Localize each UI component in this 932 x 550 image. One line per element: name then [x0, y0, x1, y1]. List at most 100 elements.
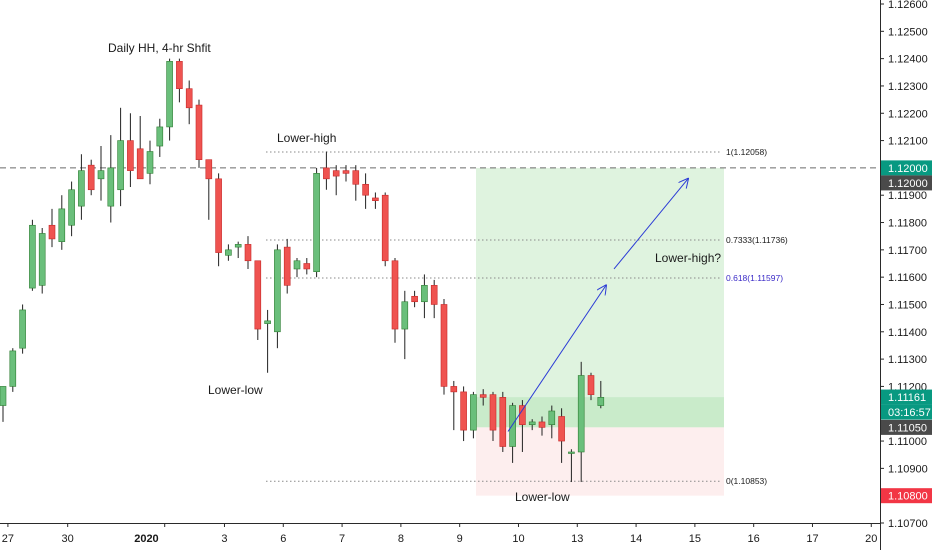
annotation-lower-low-left: Lower-low — [208, 383, 263, 397]
countdown-badge-label: 03:16:57 — [888, 407, 931, 419]
price-axis[interactable]: 1.12600 1.12500 1.12400 1.12300 1.12200 1.121… — [880, 0, 932, 550]
candle-body-down — [558, 416, 565, 442]
candle-body-up — [117, 140, 124, 191]
fib-level-label: 1(1.12058) — [726, 147, 767, 157]
time-tick-label: 27 — [2, 533, 14, 545]
candle-body-down — [185, 88, 193, 109]
price-tick-label: 1.10900 — [888, 463, 928, 475]
candle-body-down — [136, 148, 144, 180]
time-tick-label: 17 — [806, 533, 818, 545]
candle-body-up — [264, 320, 271, 324]
candle-body-up — [421, 285, 428, 303]
price-axis-background[interactable] — [880, 0, 932, 550]
price-tick-label: 1.11800 — [888, 218, 927, 230]
candle-body-up — [234, 244, 242, 248]
price-badge — [881, 419, 932, 435]
price-tick-label: 1.11000 — [888, 436, 927, 448]
candle-body-down — [303, 263, 311, 270]
candle-body-down — [127, 140, 134, 171]
candle-body-down — [381, 194, 389, 262]
price-tick-label: 1.12600 — [888, 0, 928, 11]
profit-zone — [476, 167, 724, 398]
candle-body-up — [401, 301, 409, 330]
projection-arrow-1 — [507, 285, 606, 432]
price-tick-label: 1.11600 — [888, 272, 927, 284]
time-tick-label: 16 — [748, 533, 760, 545]
price-badge-label: 1.11161 — [888, 392, 926, 404]
candle-body-down — [342, 170, 350, 174]
chart-annotations: Daily HH, 4-hr Shfit Lower-high Lower-low L… — [108, 41, 721, 504]
candle-body-up — [78, 170, 85, 207]
time-tick-label: 20 — [865, 533, 877, 545]
candle-body-up — [156, 126, 164, 147]
time-tick-label: 2020 — [134, 533, 158, 545]
candlesticks — [0, 58, 605, 483]
candle-body-up — [29, 224, 36, 289]
time-tick-label: 6 — [280, 533, 286, 545]
time-axis[interactable]: 27 30 2020 3 6 7 8 9 10 13 14 15 16 17 20 — [0, 523, 880, 550]
candle-body-down — [215, 178, 222, 253]
candle-body-down — [489, 394, 497, 431]
price-badge — [881, 175, 932, 191]
candle-body-up — [9, 350, 17, 387]
loss-zone — [476, 427, 724, 496]
position-zones — [476, 167, 724, 496]
fib-level-label: 0.7333(1.11736) — [726, 235, 788, 245]
projection-arrows — [507, 179, 688, 432]
candle-body-down — [48, 224, 56, 240]
annotation-lower-low-right: Lower-low — [515, 490, 570, 504]
candle-body-down — [244, 244, 252, 262]
price-badge-label: 1.12000 — [888, 163, 928, 175]
annotation-lower-high: Lower-high — [277, 131, 336, 145]
candle-body-down — [430, 285, 438, 305]
candle-body-down — [283, 246, 291, 286]
price-badge-label: 1.10800 — [888, 491, 928, 503]
price-tick-label: 1.11900 — [888, 190, 927, 202]
candle-body-down — [176, 61, 183, 89]
candle-body-up — [146, 151, 154, 174]
time-tick-label: 15 — [689, 533, 701, 545]
candle-body-up — [597, 397, 605, 406]
candle-body-up — [107, 167, 115, 207]
candle-body-down — [411, 295, 418, 303]
time-tick-label: 14 — [630, 533, 642, 545]
candle-body-up — [509, 405, 516, 447]
price-tick-label: 1.11500 — [888, 299, 927, 311]
price-tick-label: 1.11700 — [888, 245, 927, 257]
candle-body-up — [313, 173, 320, 272]
candle-body-down — [391, 260, 399, 330]
candle-body-down — [372, 197, 379, 201]
candle-body-down — [440, 304, 448, 387]
candle-body-up — [548, 410, 556, 425]
price-badge-label: 1.12000 — [888, 178, 928, 190]
candle-body-down — [450, 386, 458, 393]
price-tick-label: 1.12200 — [888, 108, 928, 120]
candle-body-down — [87, 164, 95, 191]
candle-body-up — [19, 309, 26, 349]
fibonacci-levels: 1(1.12058) 0.7333(1.11736) 0.618(1.11597) 0… — [266, 147, 788, 486]
candle-body-down — [205, 159, 213, 180]
candle-body-down — [519, 405, 526, 425]
time-axis-background[interactable] — [0, 523, 880, 550]
candle-body-up — [38, 233, 46, 286]
time-tick-label: 9 — [457, 533, 463, 545]
candle-body-down — [195, 104, 203, 161]
time-tick-label: 3 — [221, 533, 227, 545]
price-tick-label: 1.10700 — [888, 518, 928, 530]
candle-body-up — [166, 61, 173, 128]
candle-body-down — [362, 183, 369, 196]
candle-body-up — [577, 375, 585, 453]
time-tick-label: 30 — [62, 533, 74, 545]
price-badge — [881, 160, 932, 176]
price-badges: 1.12000 1.12000 1.11161 03:16:57 1.11050 1.10… — [881, 160, 932, 504]
annotation-daily-hh: Daily HH, 4-hr Shfit — [108, 41, 211, 55]
price-tick-label: 1.11300 — [888, 354, 927, 366]
candle-body-up — [293, 260, 301, 270]
candle-body-up — [58, 208, 66, 242]
fib-level-label: 0(1.10853) — [726, 476, 767, 486]
candle-body-up — [0, 386, 7, 406]
candle-body-up — [274, 249, 281, 333]
candle-body-down — [460, 391, 467, 431]
time-tick-label: 8 — [398, 533, 404, 545]
